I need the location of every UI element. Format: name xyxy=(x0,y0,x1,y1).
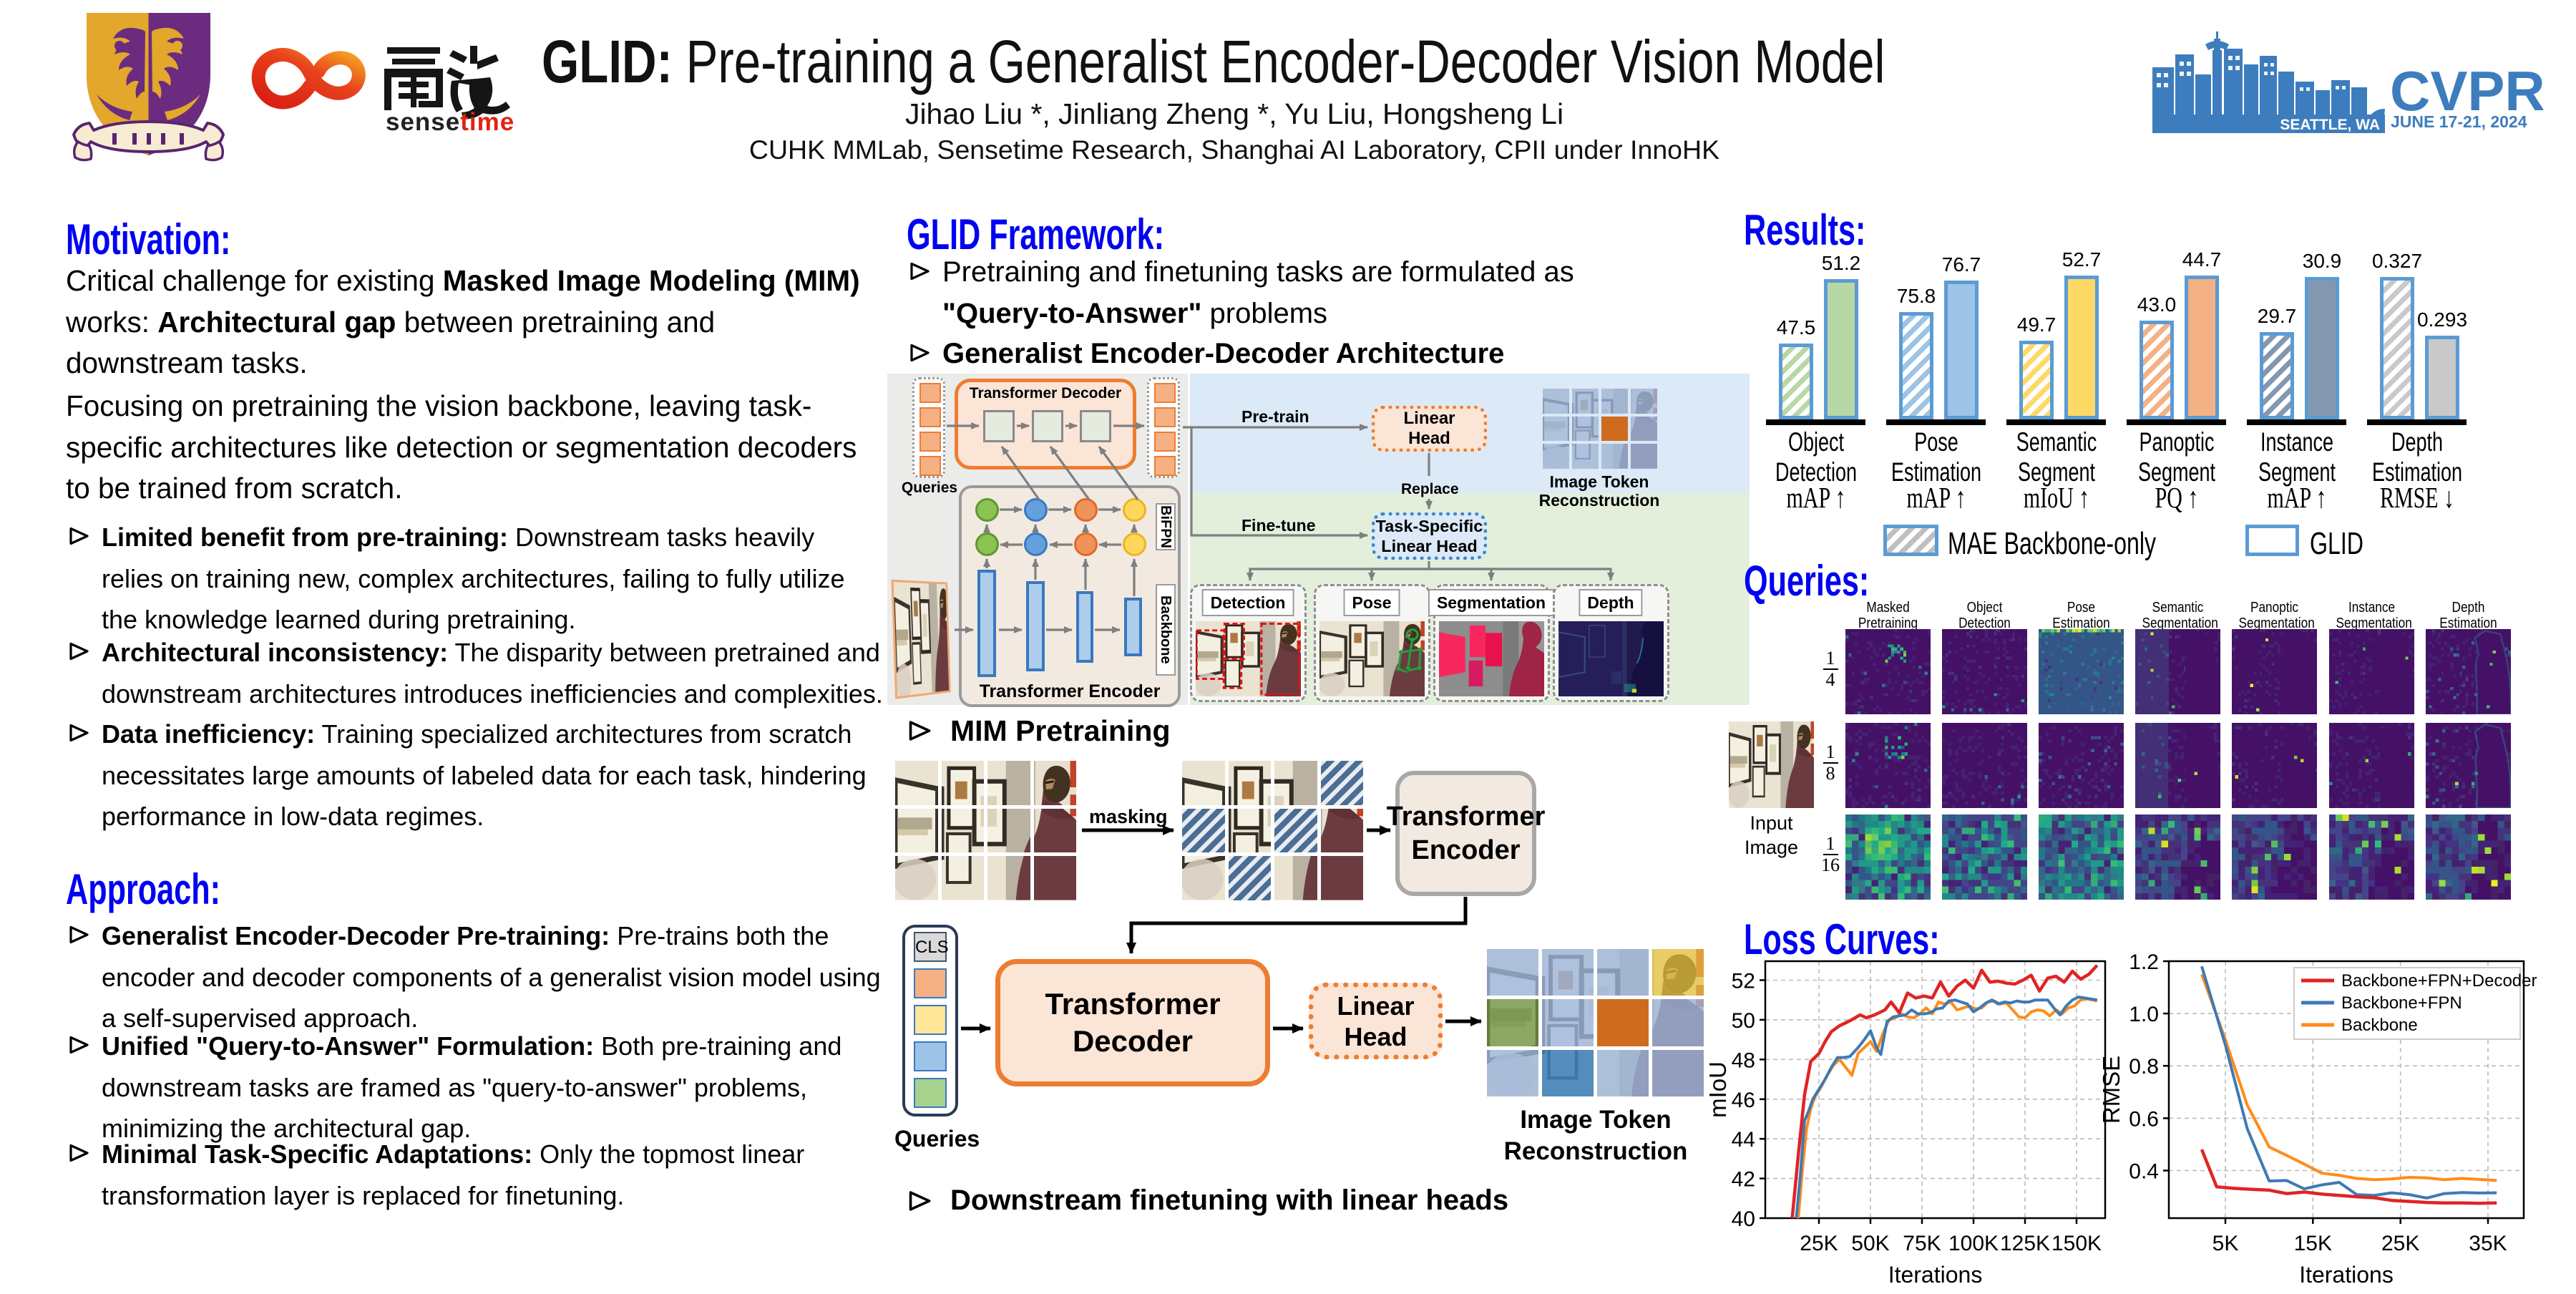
svg-text:35K: 35K xyxy=(2469,1232,2507,1255)
svg-text:sensetime: sensetime xyxy=(386,108,514,135)
svg-text:50K: 50K xyxy=(1851,1232,1889,1255)
svg-text:Iterations: Iterations xyxy=(1888,1262,1983,1288)
svg-text:0.6: 0.6 xyxy=(2129,1107,2159,1131)
svg-text:46: 46 xyxy=(1732,1089,1755,1112)
svg-text:SEATTLE, WA: SEATTLE, WA xyxy=(2280,117,2380,133)
svg-text:1.2: 1.2 xyxy=(2129,950,2159,974)
svg-text:Backbone: Backbone xyxy=(2341,1016,2418,1035)
svg-text:50: 50 xyxy=(1732,1009,1755,1033)
svg-text:0.4: 0.4 xyxy=(2129,1160,2159,1184)
svg-text:0.8: 0.8 xyxy=(2129,1055,2159,1079)
svg-text:52: 52 xyxy=(1732,970,1755,993)
svg-text:44: 44 xyxy=(1732,1128,1755,1152)
svg-text:125K: 125K xyxy=(2000,1232,2050,1255)
svg-text:15K: 15K xyxy=(2294,1232,2332,1255)
svg-text:Backbone+FPN+Decoder: Backbone+FPN+Decoder xyxy=(2341,971,2537,991)
svg-text:1.0: 1.0 xyxy=(2129,1003,2159,1026)
svg-text:Backbone+FPN: Backbone+FPN xyxy=(2341,993,2462,1013)
svg-text:48: 48 xyxy=(1732,1049,1755,1072)
svg-text:mIoU: mIoU xyxy=(1704,1061,1731,1118)
svg-text:150K: 150K xyxy=(2051,1232,2102,1255)
svg-text:5K: 5K xyxy=(2212,1232,2239,1255)
svg-text:25K: 25K xyxy=(2381,1232,2419,1255)
svg-text:75K: 75K xyxy=(1903,1232,1941,1255)
svg-text:25K: 25K xyxy=(1800,1232,1838,1255)
svg-text:RMSE: RMSE xyxy=(2098,1056,2124,1124)
svg-text:Iterations: Iterations xyxy=(2299,1262,2394,1288)
svg-text:100K: 100K xyxy=(1948,1232,1999,1255)
svg-text:42: 42 xyxy=(1732,1168,1755,1192)
svg-text:40: 40 xyxy=(1732,1207,1755,1231)
